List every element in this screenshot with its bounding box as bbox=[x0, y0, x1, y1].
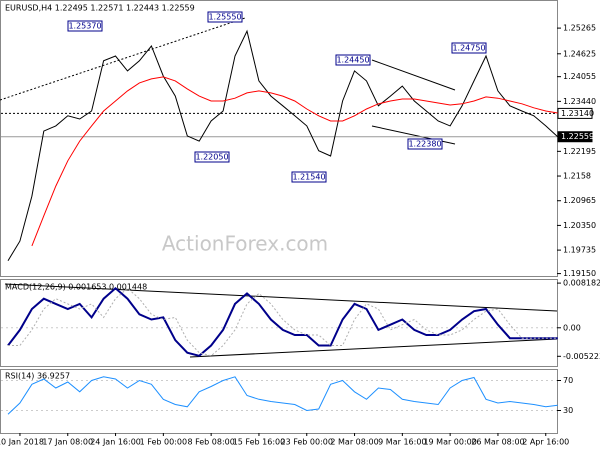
annotation: 1.24450 bbox=[336, 56, 369, 65]
x-tick-label: 15 Feb 16:00 bbox=[233, 438, 285, 447]
annotation: 1.25550 bbox=[208, 13, 241, 22]
annotation-box bbox=[451, 42, 487, 54]
y-tick-label: 1.2158 bbox=[563, 172, 591, 181]
trend-line bbox=[0, 17, 246, 101]
indicator-title: MACD(12,26,9) 0.001653 0.001448 bbox=[5, 283, 147, 292]
y-tick-label: 1.25265 bbox=[563, 24, 596, 33]
indicator-title: RSI(14) 36.9257 bbox=[5, 372, 70, 381]
annotation-box bbox=[291, 171, 327, 183]
annotation: 1.25370 bbox=[68, 22, 101, 31]
annotation: 1.22050 bbox=[195, 153, 228, 162]
x-tick-label: 17 Jan 08:00 bbox=[42, 438, 93, 447]
y-tick-label: 1.19735 bbox=[563, 246, 596, 255]
watermark: ActionForex.com bbox=[162, 232, 328, 256]
y-tick-label: -0.005223 bbox=[563, 352, 600, 361]
y-tick-label: 1.24625 bbox=[563, 49, 596, 58]
x-tick-label: 9 Mar 16:00 bbox=[378, 438, 426, 447]
x-tick-label: 2 Mar 08:00 bbox=[330, 438, 378, 447]
price-box bbox=[557, 131, 593, 143]
macd-panel bbox=[0, 279, 558, 367]
annotation: 1.22380 bbox=[408, 140, 441, 149]
y-tick-label: 1.19150 bbox=[563, 269, 596, 278]
trend-line bbox=[189, 338, 558, 358]
y-tick-label: 0.00 bbox=[563, 323, 581, 332]
annotation-box bbox=[335, 54, 371, 66]
x-tick-label: 1 Feb 00:00 bbox=[140, 438, 187, 447]
y-tick-label: 1.20965 bbox=[563, 196, 596, 205]
y-tick-label: 70 bbox=[563, 376, 573, 385]
x-tick-label: 10 Jan 2018 bbox=[0, 438, 44, 447]
series-line bbox=[7, 286, 558, 357]
y-tick-label: 0.008182 bbox=[563, 279, 600, 288]
x-tick-label: 19 Mar 00:00 bbox=[423, 438, 476, 447]
series-line bbox=[8, 287, 558, 357]
x-tick-label: 26 Mar 08:00 bbox=[471, 438, 524, 447]
annotation-box bbox=[207, 11, 243, 23]
series-line bbox=[7, 29, 559, 261]
x-tick-label: 2 Apr 16:00 bbox=[522, 438, 569, 447]
price-label: 1.22559 bbox=[561, 132, 594, 141]
price-label: 1.23140 bbox=[561, 109, 594, 118]
annotation-box bbox=[194, 151, 230, 163]
x-tick-label: 24 Jan 16:00 bbox=[90, 438, 141, 447]
annotation-box bbox=[407, 138, 443, 150]
y-tick-label: 1.20350 bbox=[563, 221, 596, 230]
series-line bbox=[31, 76, 558, 247]
y-tick-label: 1.24055 bbox=[563, 72, 596, 81]
chart-title: EURUSD,H4 1.22495 1.22571 1.22443 1.2255… bbox=[5, 4, 195, 13]
annotation: 1.21540 bbox=[292, 173, 325, 182]
price-box bbox=[557, 107, 593, 119]
series-line bbox=[7, 376, 558, 415]
rsi-panel bbox=[0, 369, 558, 434]
annotation: 1.24750 bbox=[452, 44, 485, 53]
x-tick-label: 8 Feb 08:00 bbox=[187, 438, 234, 447]
trend-line bbox=[4, 283, 558, 312]
trend-line bbox=[371, 59, 456, 91]
y-tick-label: 1.22195 bbox=[563, 147, 596, 156]
y-tick-label: 30 bbox=[563, 406, 573, 415]
annotation-box bbox=[67, 20, 103, 32]
x-tick-label: 23 Feb 00:00 bbox=[281, 438, 333, 447]
y-tick-label: 1.23440 bbox=[563, 97, 596, 106]
